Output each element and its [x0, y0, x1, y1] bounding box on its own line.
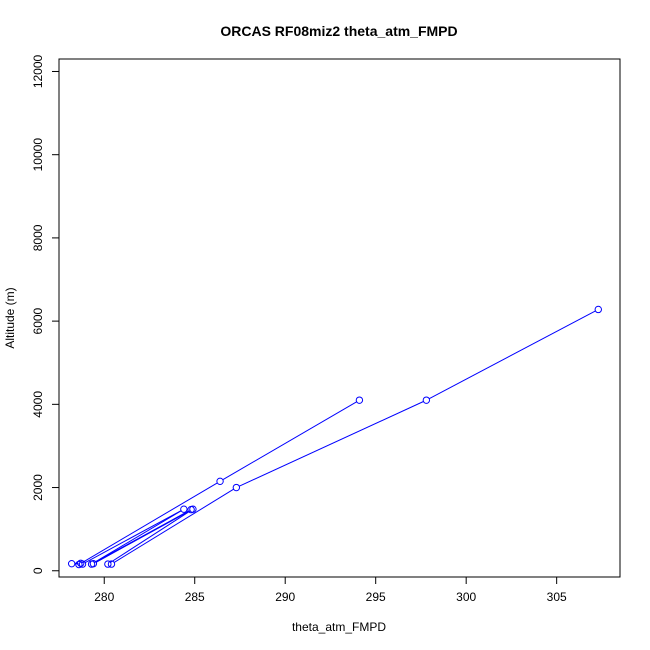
chart-title: ORCAS RF08miz2 theta_atm_FMPD: [220, 23, 457, 39]
x-axis: 280 285 290 295 300 305: [94, 577, 567, 604]
series-segment: [110, 510, 191, 563]
data-point: [180, 505, 188, 513]
y-tick-label: 4000: [31, 391, 45, 418]
y-tick-label: 12000: [31, 54, 45, 88]
data-point: [355, 396, 364, 404]
data-point: [78, 560, 87, 568]
series-segment: [222, 401, 357, 481]
y-axis-label: Altitude (m): [3, 287, 17, 348]
data-point: [67, 559, 76, 568]
series-segment: [113, 488, 234, 563]
y-tick-label: 6000: [31, 307, 45, 334]
plot-frame: [58, 58, 621, 578]
x-tick-label: 290: [275, 590, 295, 604]
x-tick-label: 305: [547, 590, 567, 604]
x-tick-label: 300: [456, 590, 476, 604]
data-point: [104, 560, 112, 568]
data-point: [89, 559, 98, 568]
series-segment: [95, 510, 191, 563]
y-tick-label: 10000: [31, 138, 45, 172]
data-point: [422, 396, 431, 404]
data-point: [189, 505, 197, 513]
x-tick-label: 280: [94, 590, 114, 604]
y-axis: 0 2000 4000 6000 8000 10000 12000: [31, 54, 59, 574]
series-segment: [239, 401, 424, 487]
series-segment: [81, 482, 218, 564]
series-segment: [85, 510, 182, 564]
data-point: [75, 560, 83, 569]
y-tick-label: 2000: [31, 474, 45, 501]
data-series: [67, 305, 602, 569]
x-axis-label: theta_atm_FMPD: [292, 620, 386, 634]
data-point: [107, 560, 116, 568]
data-point: [594, 305, 602, 314]
x-tick-label: 285: [185, 590, 205, 604]
data-point: [216, 477, 224, 486]
x-tick-label: 295: [366, 590, 386, 604]
data-point: [232, 483, 241, 492]
series-segment: [428, 310, 596, 400]
y-tick-label: 8000: [31, 224, 45, 251]
series-segment: [94, 510, 182, 563]
y-tick-label: 0: [31, 567, 45, 574]
